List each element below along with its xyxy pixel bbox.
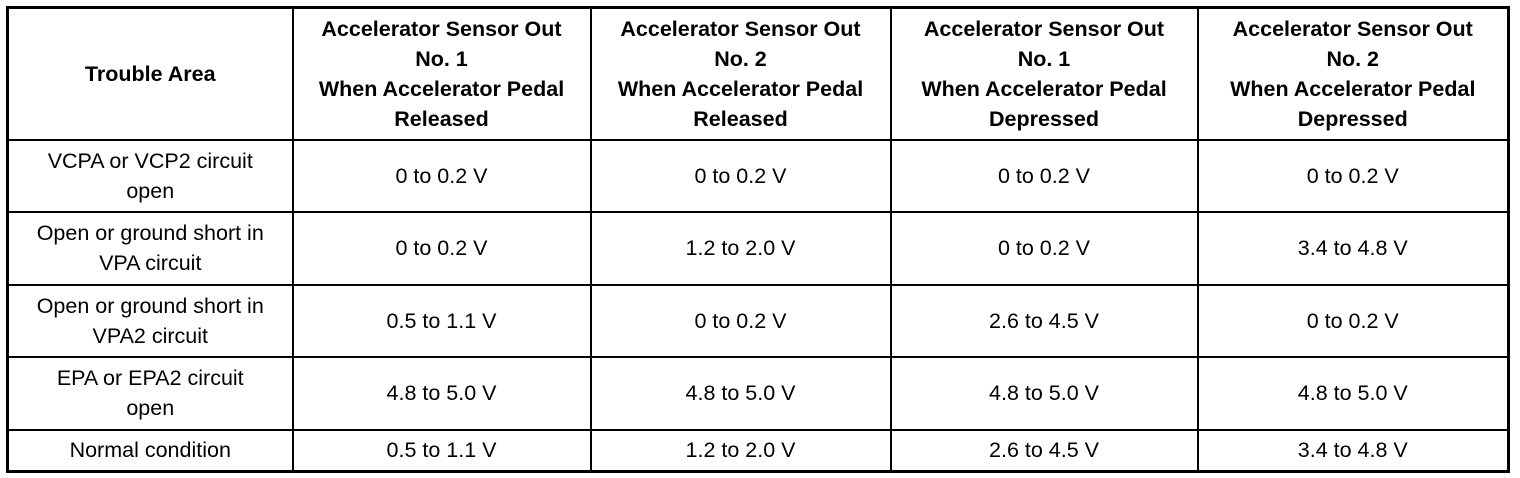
value-cell: 0 to 0.2 V [889, 138, 1199, 213]
table-row: Open or ground short in VPA2 circuit 0.5 t… [6, 283, 1510, 358]
value-cell: 2.6 to 4.5 V [889, 283, 1199, 358]
cell-line: open [126, 396, 175, 420]
row-label: EPA or EPA2 circuit open [6, 355, 294, 431]
header-cell: Accelerator Sensor Out No. 2 When Accelera… [1196, 6, 1510, 141]
cell-line: When Accelerator Pedal [921, 76, 1167, 101]
value-cell: 0 to 0.2 V [589, 283, 892, 358]
value-cell: 0 to 0.2 V [889, 210, 1199, 286]
cell-line: Accelerator Sensor Out [620, 16, 861, 41]
value-cell: 3.4 to 4.8 V [1196, 428, 1510, 473]
cell-line: Trouble Area [84, 61, 216, 86]
cell-line: Depressed [989, 106, 1099, 131]
value-cell: 0.5 to 1.1 V [291, 283, 592, 358]
cell-line: No. 1 [415, 46, 468, 71]
table-row: EPA or EPA2 circuit open 4.8 to 5.0 V 4.8 t… [6, 355, 1510, 431]
value-cell: 3.4 to 4.8 V [1196, 210, 1510, 286]
cell-line: Accelerator Sensor Out [1232, 16, 1473, 41]
cell-line: Depressed [1297, 106, 1408, 131]
header-cell: Trouble Area [6, 6, 294, 141]
cell-line: When Accelerator Pedal [318, 76, 565, 101]
cell-line: When Accelerator Pedal [617, 76, 864, 101]
value-cell: 0 to 0.2 V [1196, 138, 1510, 213]
cell-line: No. 2 [1326, 46, 1380, 71]
cell-line: No. 1 [1017, 46, 1071, 71]
cell-line: Accelerator Sensor Out [321, 16, 562, 41]
header-cell: Accelerator Sensor Out No. 1 When Accelera… [291, 6, 592, 141]
value-cell: 1.2 to 2.0 V [589, 210, 892, 286]
value-cell: 0 to 0.2 V [1196, 283, 1510, 358]
cell-line: Open or ground short in [36, 293, 264, 318]
cell-line: open [126, 178, 175, 203]
value-cell: 4.8 to 5.0 V [889, 355, 1199, 431]
cell-line: When Accelerator Pedal [1230, 76, 1476, 101]
value-cell: 1.2 to 2.0 V [589, 428, 892, 473]
cell-line: VPA circuit [99, 251, 202, 275]
cell-line: Released [693, 106, 788, 131]
value-cell: 4.8 to 5.0 V [589, 355, 892, 431]
cell-line: Open or ground short in [36, 221, 264, 245]
table-header: Trouble Area Accelerator Sensor Out No. 1 W… [6, 6, 1510, 141]
cell-line: EPA or EPA2 circuit [56, 366, 244, 390]
value-cell: 0.5 to 1.1 V [291, 428, 592, 473]
row-label: VCPA or VCP2 circuit open [6, 138, 294, 213]
header-row: Trouble Area Accelerator Sensor Out No. 1 W… [6, 6, 1510, 141]
data-table: Trouble Area Accelerator Sensor Out No. 1 W… [6, 6, 1510, 473]
value-cell: 0 to 0.2 V [589, 138, 892, 213]
table-row: Normal condition 0.5 to 1.1 V 1.2 to 2.0 V… [6, 428, 1510, 473]
row-label: Open or ground short in VPA circuit [6, 210, 294, 286]
value-cell: 0 to 0.2 V [291, 210, 592, 286]
table-row: Open or ground short in VPA circuit 0 to 0… [6, 210, 1510, 286]
header-cell: Accelerator Sensor Out No. 2 When Accelera… [589, 6, 892, 141]
cell-line: VCPA or VCP2 circuit [47, 148, 253, 173]
value-cell: 2.6 to 4.5 V [889, 428, 1199, 473]
cell-line: Accelerator Sensor Out [923, 16, 1165, 41]
row-label: Open or ground short in VPA2 circuit [6, 283, 294, 358]
value-cell: 4.8 to 5.0 V [291, 355, 592, 431]
cell-line: Normal condition [69, 438, 231, 463]
header-cell: Accelerator Sensor Out No. 1 When Accelera… [889, 6, 1199, 141]
value-cell: 4.8 to 5.0 V [1196, 355, 1510, 431]
cell-line: Released [394, 106, 489, 131]
cell-line: No. 2 [714, 46, 767, 71]
value-cell: 0 to 0.2 V [291, 138, 592, 213]
cell-line: VPA2 circuit [92, 323, 209, 348]
row-label: Normal condition [6, 428, 294, 473]
